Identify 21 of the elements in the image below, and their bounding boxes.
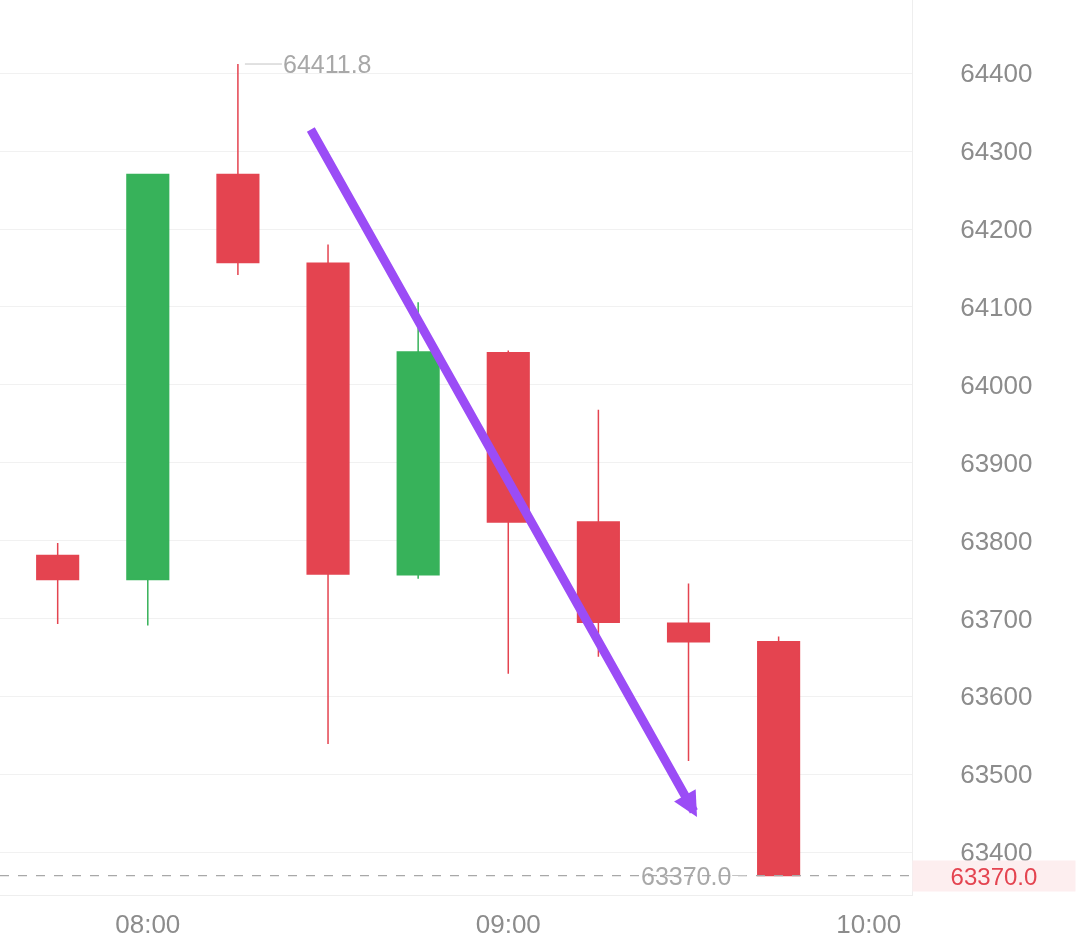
y-tick-label: 64100 (960, 292, 1033, 322)
candlestick (36, 542, 80, 625)
candlestick (576, 408, 620, 658)
candlestick (126, 173, 170, 627)
y-tick-label: 64400 (960, 58, 1033, 89)
annotation: 63370.0 (641, 862, 732, 890)
x-tick-label: 08:00 (115, 909, 181, 940)
candlestick (396, 301, 440, 580)
y-tick-label: 64000 (960, 369, 1033, 400)
candlestick (306, 243, 350, 745)
y-tick-label: 63800 (960, 525, 1033, 556)
y-tick-label: 63900 (960, 447, 1033, 478)
y-tick-label: 63700 (960, 603, 1033, 634)
annotation: 64411.8 (283, 50, 372, 78)
x-tick-label: 10:00 (836, 909, 902, 940)
y-tick-label: 63500 (960, 759, 1033, 790)
candlestick (666, 582, 711, 762)
x-tick-label: 09:00 (475, 909, 541, 940)
y-tick-label: 64200 (960, 214, 1033, 245)
y-tick-label: 63600 (960, 681, 1033, 712)
y-tick-label: 64300 (960, 136, 1033, 167)
